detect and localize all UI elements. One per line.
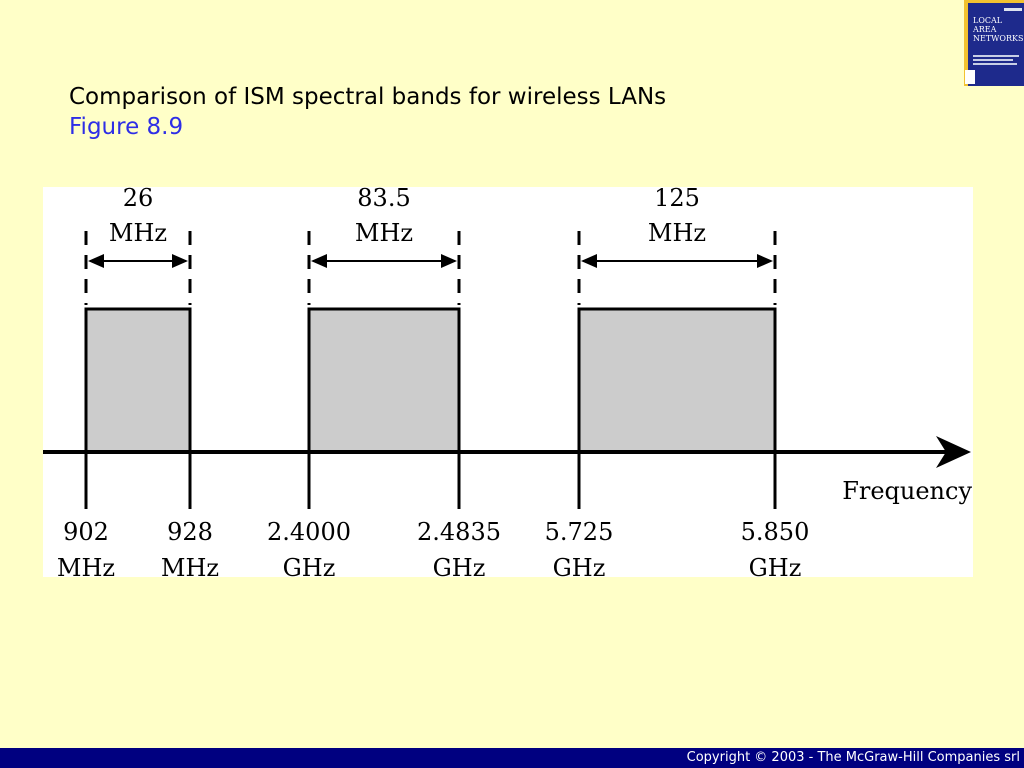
band-width-arrowhead-left	[88, 254, 104, 268]
band-width-unit: MHz	[355, 219, 413, 247]
band-width-value: 83.5	[357, 187, 410, 212]
book-cover-blurb	[973, 55, 1019, 57]
band-high-frequency-value: 2.4835	[417, 518, 501, 546]
band-high-frequency-unit: MHz	[161, 554, 219, 577]
band-low-frequency-unit: MHz	[57, 554, 115, 577]
book-cover-blurb	[973, 59, 1013, 61]
band-width-arrowhead-left	[311, 254, 327, 268]
slide-title: Comparison of ISM spectral bands for wir…	[69, 84, 667, 110]
band-block	[84, 307, 192, 454]
band-block	[577, 307, 777, 454]
band-block	[307, 307, 461, 454]
band-width-unit: MHz	[109, 219, 167, 247]
band-width-value: 125	[654, 187, 700, 212]
book-cover-line-3: NETWORKS	[973, 34, 1023, 43]
book-cover-publisher-logo	[965, 70, 975, 84]
band-low-frequency-value: 902	[63, 518, 109, 546]
frequency-axis-label: Frequency	[842, 477, 972, 505]
title-block: Comparison of ISM spectral bands for wir…	[69, 82, 666, 142]
band-low-frequency-value: 2.4000	[267, 518, 351, 546]
book-cover-line-1: LOCAL	[973, 16, 1003, 25]
diagram-background	[43, 187, 973, 577]
band-low-frequency-value: 5.725	[545, 518, 614, 546]
band-high-frequency-unit: GHz	[749, 554, 802, 577]
ism-bands-diagram: 26 MHz 902 MHz 928 MHz 83.5 MHz 2.4000 GHz 2.4835 G…	[43, 187, 973, 577]
book-cover-line-2: AREA	[972, 25, 997, 34]
band-low-frequency-unit: GHz	[283, 554, 336, 577]
frequency-axis-arrowhead	[936, 436, 971, 468]
bands-layer: 26 MHz 902 MHz 928 MHz 83.5 MHz 2.4000 GHz 2.4835 G…	[57, 187, 809, 577]
book-cover-side-stripe	[964, 0, 968, 86]
footer-bar: Copyright © 2003 - The McGraw-Hill Compa…	[0, 748, 1024, 768]
book-cover-top-stripe	[964, 0, 1024, 3]
copyright-text: Copyright © 2003 - The McGraw-Hill Compa…	[686, 750, 1020, 765]
band-width-unit: MHz	[648, 219, 706, 247]
book-cover-author-band	[1004, 8, 1022, 11]
band-high-frequency-value: 5.850	[741, 518, 810, 546]
band-high-frequency-unit: GHz	[433, 554, 486, 577]
band-width-arrowhead-right	[172, 254, 188, 268]
book-cover-image: LOCAL AREA NETWORKS	[964, 0, 1024, 86]
band-width-arrowhead-right	[757, 254, 773, 268]
band-width-value: 26	[123, 187, 154, 212]
band-low-frequency-unit: GHz	[553, 554, 606, 577]
band-high-frequency-value: 928	[167, 518, 213, 546]
band-width-arrowhead-left	[581, 254, 597, 268]
book-cover-blurb	[973, 63, 1017, 65]
figure-number: Figure 8.9	[69, 114, 184, 140]
band-width-arrowhead-right	[441, 254, 457, 268]
